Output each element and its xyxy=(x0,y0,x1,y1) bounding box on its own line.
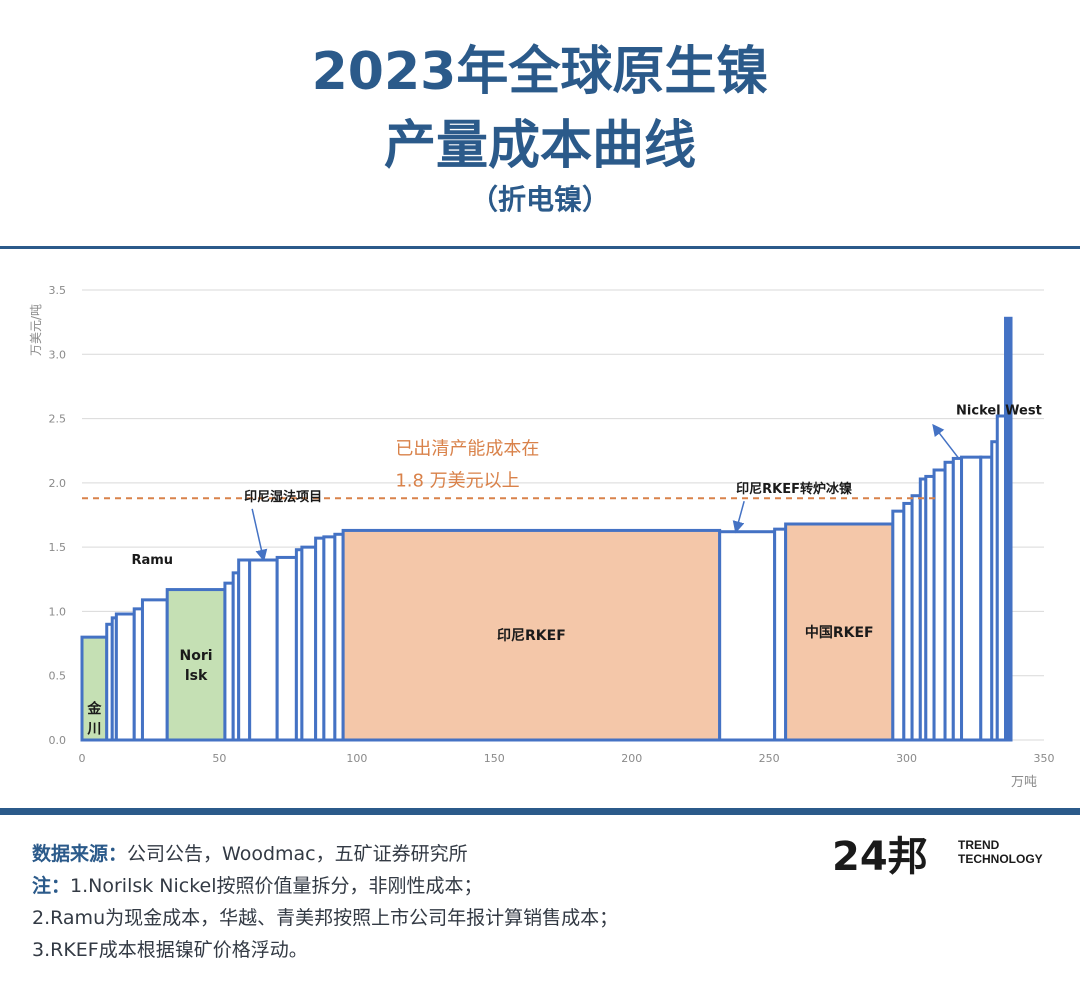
bar xyxy=(248,558,279,742)
bar xyxy=(341,528,722,742)
bar xyxy=(237,558,252,742)
y-tick-label: 1.5 xyxy=(49,541,67,554)
bar-label: 印尼RKEF xyxy=(497,627,566,644)
bottom-divider xyxy=(0,808,1080,815)
x-tick-label: 0 xyxy=(79,752,86,765)
chart-annotation: 已出清产能成本在 xyxy=(395,439,539,460)
source-label: 数据来源： xyxy=(32,843,128,865)
bar-label: 川 xyxy=(86,722,101,738)
chart-annotation: Nickel West xyxy=(956,404,1042,419)
chart-annotation: 1.8 万美元以上 xyxy=(395,471,519,492)
note-label: 注： xyxy=(32,875,71,897)
bar xyxy=(773,527,788,742)
y-tick-label: 2.5 xyxy=(49,413,67,426)
footer-source: 数据来源：公司公告，Woodmac，五矿证券研究所 xyxy=(32,840,468,868)
page-subtitle: （折电镍） xyxy=(469,183,610,216)
x-tick-label: 150 xyxy=(484,752,505,765)
source-text: 公司公告，Woodmac，五矿证券研究所 xyxy=(127,843,468,865)
annotation-arrow xyxy=(932,423,960,459)
logo-mark: 24邦 xyxy=(832,834,928,880)
bar xyxy=(1004,316,1013,742)
annotation-arrow xyxy=(251,508,268,562)
bar-label: 金 xyxy=(86,701,102,718)
chart-axes: 0.0 0.5 1.0 1.5 2.0 2.5 3.0 3.5 0 50 100 150 200 250 3… xyxy=(29,284,1055,790)
brand-logo: 24邦 TREND TECHNOLOGY xyxy=(832,832,1052,888)
bar xyxy=(80,635,109,742)
y-tick-label: 1.0 xyxy=(49,605,67,618)
bar xyxy=(322,535,337,742)
chart-annotation: 印尼RKEF转炉冰镍 xyxy=(736,481,852,497)
bar xyxy=(960,455,983,742)
annotation-arrow xyxy=(732,500,745,534)
y-tick-label: 0.5 xyxy=(49,670,67,683)
bar xyxy=(300,545,318,742)
y-axis-title: 万美元/吨 xyxy=(29,304,43,356)
bar-label: lsk xyxy=(185,668,208,684)
chart-labels: 金川 Nori lsk 印尼RKEF 中国RKEF Ramu 印尼湿法项目 已出清产能成本在 1… xyxy=(82,404,1042,738)
bar xyxy=(718,530,777,742)
note1-text: 1.Norilsk Nickel按照价值量拆分，非刚性成本； xyxy=(70,875,483,897)
y-tick-label: 3.0 xyxy=(49,348,67,361)
bar-label: 中国RKEF xyxy=(805,624,874,641)
bar xyxy=(932,468,947,742)
x-tick-label: 50 xyxy=(212,752,226,765)
bar xyxy=(114,612,136,742)
x-axis-title: 万吨 xyxy=(1011,775,1037,790)
y-tick-label: 2.0 xyxy=(49,477,67,490)
footer-note1: 注：1.Norilsk Nickel按照价值量拆分，非刚性成本； xyxy=(32,872,483,900)
logo-line1: TREND xyxy=(958,838,1000,852)
bar-label: Nori xyxy=(180,648,213,664)
y-tick-label: 3.5 xyxy=(49,284,67,297)
cost-curve-chart: 金川 Nori lsk 印尼RKEF 中国RKEF Ramu 印尼湿法项目 已出清产能成本在 1… xyxy=(29,284,1055,790)
top-divider xyxy=(0,246,1080,249)
y-tick-label: 0.0 xyxy=(49,734,67,747)
page-title-line2: 产量成本曲线 xyxy=(383,116,696,176)
logo-line2: TECHNOLOGY xyxy=(958,852,1043,866)
x-tick-label: 250 xyxy=(759,752,780,765)
page-title: 2023年全球原生镍 xyxy=(311,42,769,102)
bar xyxy=(165,588,227,742)
x-tick-label: 350 xyxy=(1034,752,1055,765)
chart-annotation: Ramu xyxy=(131,553,173,568)
footer-note2: 2.Ramu为现金成本，华越、青美邦按照上市公司年报计算销售成本； xyxy=(32,907,619,929)
footer-note3: 3.RKEF成本根据镍矿价格浮动。 xyxy=(32,939,308,961)
bar xyxy=(979,455,994,742)
x-tick-label: 100 xyxy=(346,752,367,765)
chart-annotation: 印尼湿法项目 xyxy=(244,489,322,505)
x-tick-label: 200 xyxy=(621,752,642,765)
chart-bars xyxy=(80,316,1013,742)
bar xyxy=(275,555,298,742)
x-tick-label: 300 xyxy=(896,752,917,765)
bar xyxy=(891,509,906,742)
bar xyxy=(140,598,169,742)
